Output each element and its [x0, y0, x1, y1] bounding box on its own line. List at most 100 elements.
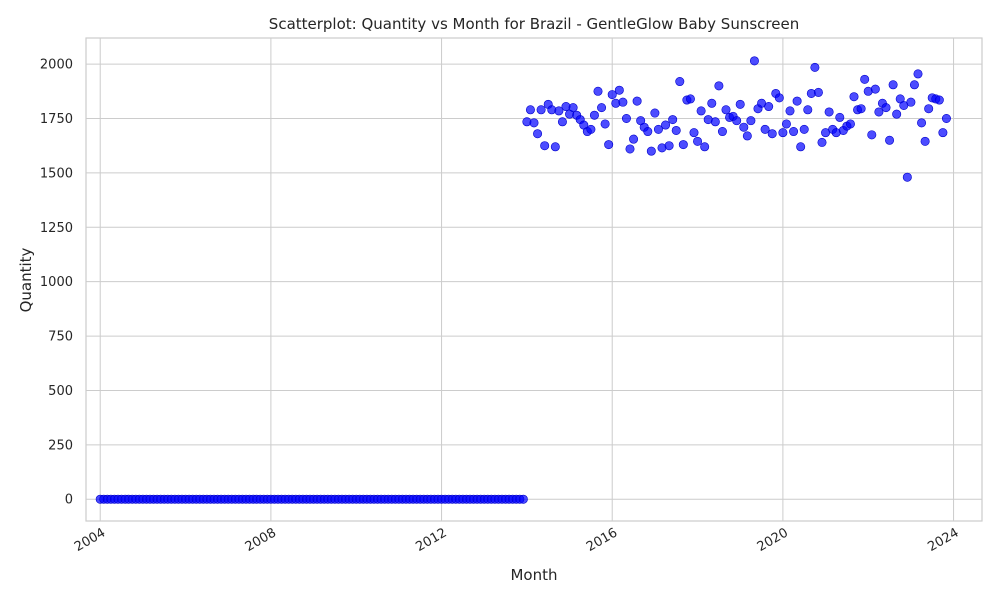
data-point — [589, 110, 599, 120]
y-tick-label: 1250 — [40, 221, 73, 236]
x-tick-label: 2024 — [925, 525, 961, 555]
data-point — [735, 99, 745, 109]
x-axis-label: Month — [510, 566, 557, 584]
data-point — [540, 141, 550, 151]
data-point — [714, 81, 724, 91]
data-point — [693, 136, 703, 146]
data-points — [95, 56, 951, 504]
data-point — [710, 117, 720, 127]
data-point — [643, 127, 653, 137]
data-point — [938, 128, 948, 138]
data-point — [671, 125, 681, 135]
data-point — [856, 104, 866, 114]
data-point — [785, 106, 795, 116]
data-point — [874, 107, 884, 117]
y-tick-label: 500 — [48, 384, 73, 399]
data-point — [732, 116, 742, 126]
data-point — [739, 122, 749, 132]
y-axis-label: Quantity — [17, 247, 35, 312]
data-point — [721, 105, 731, 115]
data-point — [803, 105, 813, 115]
data-point — [824, 107, 834, 117]
data-point — [696, 106, 706, 116]
x-tick-label: 2020 — [755, 525, 791, 555]
data-point — [618, 97, 628, 107]
data-point — [518, 494, 528, 504]
data-point — [796, 142, 806, 152]
data-point — [614, 85, 624, 95]
data-point — [870, 84, 880, 94]
y-tick-label: 1750 — [40, 112, 73, 127]
y-tick-label: 1500 — [40, 166, 73, 181]
data-point — [906, 97, 916, 107]
data-point — [607, 90, 617, 100]
y-tick-label: 0 — [65, 493, 73, 508]
x-tick-label: 2016 — [584, 525, 620, 555]
data-point — [650, 108, 660, 118]
data-point — [632, 96, 642, 106]
data-point — [749, 56, 759, 66]
data-point — [668, 115, 678, 125]
data-point — [792, 96, 802, 106]
data-point — [849, 92, 859, 102]
data-point — [625, 144, 635, 154]
y-tick-label: 1000 — [40, 275, 73, 290]
data-point — [835, 112, 845, 122]
data-point — [917, 118, 927, 128]
data-point — [902, 172, 912, 182]
data-point — [678, 140, 688, 150]
data-point — [767, 129, 777, 139]
data-point — [557, 117, 567, 127]
data-point — [707, 98, 717, 108]
data-point — [924, 104, 934, 114]
data-point — [554, 106, 564, 116]
chart-title: Scatterplot: Quantity vs Month for Brazi… — [269, 15, 799, 33]
data-point — [689, 128, 699, 138]
data-point — [813, 87, 823, 97]
x-tick-label: 2012 — [413, 525, 449, 555]
data-point — [867, 130, 877, 140]
data-point — [778, 128, 788, 138]
data-point — [653, 124, 663, 134]
data-point — [746, 116, 756, 126]
data-point — [774, 93, 784, 103]
data-point — [533, 129, 543, 139]
data-point — [885, 135, 895, 145]
data-point — [568, 103, 578, 113]
data-point — [604, 140, 614, 150]
data-point — [892, 109, 902, 119]
data-point — [799, 124, 809, 134]
data-point — [845, 119, 855, 129]
data-point — [600, 119, 610, 129]
data-point — [860, 74, 870, 84]
data-point — [664, 141, 674, 151]
data-point — [550, 142, 560, 152]
data-point — [700, 142, 710, 152]
data-point — [810, 62, 820, 72]
data-point — [646, 146, 656, 156]
data-point — [764, 102, 774, 112]
data-point — [529, 118, 539, 128]
y-tick-label: 2000 — [40, 58, 73, 73]
data-point — [593, 86, 603, 96]
data-point — [888, 80, 898, 90]
data-point — [909, 80, 919, 90]
data-point — [941, 114, 951, 124]
data-point — [817, 137, 827, 147]
x-tick-label: 2008 — [243, 525, 279, 555]
data-point — [781, 119, 791, 129]
data-point — [661, 120, 671, 130]
data-point — [685, 94, 695, 104]
plot-area — [85, 37, 983, 522]
x-tick-label: 2004 — [72, 525, 108, 555]
data-point — [789, 127, 799, 137]
data-point — [536, 105, 546, 115]
x-tick-labels: 2004 2008 2012 2016 2020 2024 — [72, 525, 961, 555]
y-tick-label: 250 — [48, 438, 73, 453]
data-point — [586, 124, 596, 134]
data-point — [629, 134, 639, 144]
data-point — [621, 114, 631, 124]
data-point — [717, 127, 727, 137]
data-point — [597, 103, 607, 113]
